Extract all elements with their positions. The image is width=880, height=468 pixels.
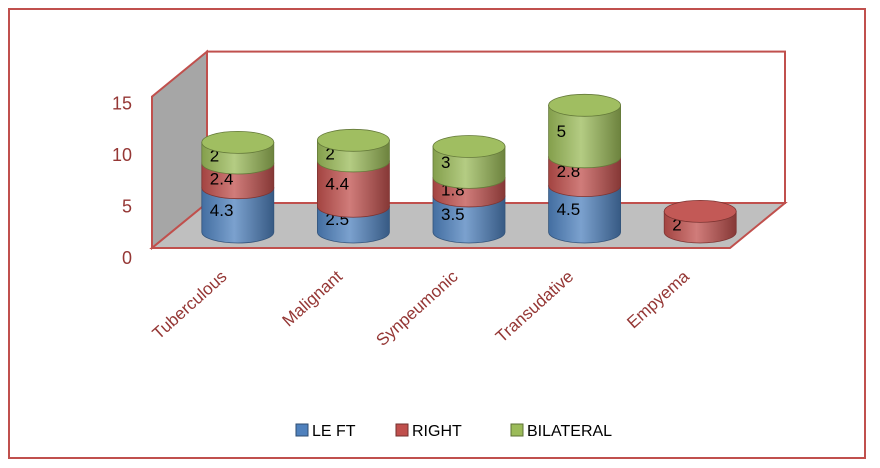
legend-item: RIGHT [395, 423, 462, 440]
bar-segment [317, 160, 390, 218]
legend-swatch [395, 423, 409, 437]
bar-segment [432, 146, 506, 189]
bar-segment [548, 185, 621, 244]
bar-stack-empyema: 2 [663, 199, 737, 244]
bar-cap [663, 199, 737, 223]
bar-cap [548, 93, 621, 117]
bars: 4.32.422.54.423.51.834.52.852 [201, 93, 737, 244]
bar-cap [201, 130, 275, 154]
y-tick-label: 5 [122, 197, 132, 217]
legend-swatch [295, 423, 309, 437]
y-tick-label: 10 [112, 145, 132, 165]
data-label: 3 [441, 153, 450, 172]
x-category-label: Empyema [623, 266, 693, 332]
x-category-label: Malignant [279, 267, 347, 331]
data-label: 4.4 [325, 175, 349, 194]
bar-stack-synpeumonic: 3.51.83 [432, 135, 506, 244]
bar-segment [201, 187, 275, 244]
x-category-label: Synpeumonic [372, 267, 462, 350]
data-label: 2 [672, 216, 681, 235]
y-axis: 0 5 10 15 [112, 94, 132, 269]
data-label: 3.5 [441, 205, 465, 224]
legend-label: LE FT [312, 423, 356, 440]
legend-swatch [510, 423, 524, 437]
data-label: 4.5 [557, 200, 581, 219]
data-label: 2.4 [210, 169, 234, 188]
bar-stack-malignant: 2.54.42 [316, 128, 390, 244]
legend: LE FT RIGHT BILATERAL [295, 423, 612, 440]
data-label: 4.3 [210, 201, 234, 220]
legend-label: BILATERAL [527, 423, 612, 440]
bar-segment [548, 104, 621, 169]
bar-stack-transudative: 4.52.85 [548, 93, 621, 244]
legend-item: LE FT [295, 423, 356, 440]
data-label: 2 [210, 147, 219, 166]
x-category-label: Transudative [492, 267, 577, 346]
x-category-label: Tuberculous [149, 267, 231, 343]
y-tick-label: 0 [122, 248, 132, 268]
bar-cap [432, 135, 506, 158]
bar-segment [432, 195, 506, 244]
chart-frame: 0 5 10 15 4.3 2.4 2 2.5 4.4 2 3.5 1.8 3 4.5 2.8 5 2 Tub… [8, 8, 866, 459]
y-tick-label: 15 [112, 94, 132, 114]
x-axis: Tuberculous Malignant Synpeumonic Transudat… [149, 266, 694, 349]
bar-stack-tuberculous: 4.3 2.4 2 [201, 130, 275, 244]
data-label: 5 [557, 122, 566, 141]
data-label: 2 [325, 145, 334, 164]
legend-item: BILATERAL [510, 423, 612, 440]
bar-cap [316, 128, 390, 152]
legend-label: RIGHT [412, 423, 462, 440]
